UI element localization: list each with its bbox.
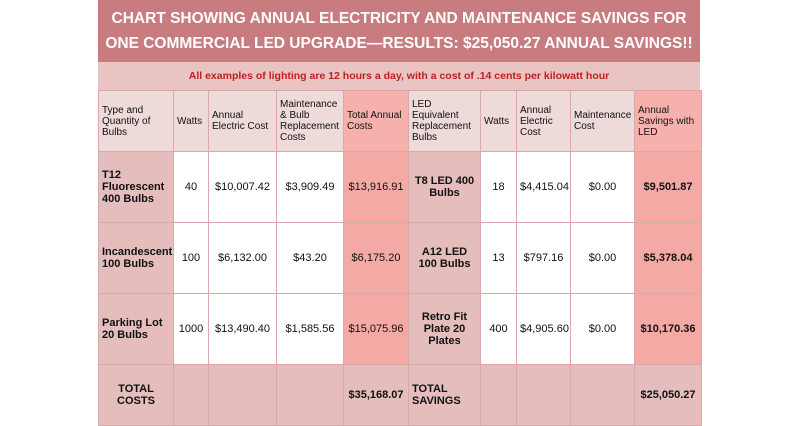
led-equivalent: T8 LED 400 Bulbs	[408, 151, 481, 223]
bulb-type: T12 Fluorescent 400 Bulbs	[98, 151, 174, 223]
empty-cell	[480, 364, 517, 426]
led-annual-cell: $797.16	[516, 222, 571, 294]
led-watts-cell: 13	[480, 222, 517, 294]
chart-title: CHART SHOWING ANNUAL ELECTRICITY AND MAI…	[98, 0, 700, 62]
assumption-note: All examples of lighting are 12 hours a …	[98, 62, 700, 90]
annual-cost-cell: $10,007.42	[208, 151, 277, 223]
empty-cell	[570, 364, 635, 426]
total-savings-value: $25,050.27	[634, 364, 702, 426]
header-savings: Annual Savings with LED	[634, 90, 702, 152]
header-row: Type and Quantity of Bulbs Watts Annual …	[98, 90, 702, 152]
chart-title-line1: CHART SHOWING ANNUAL ELECTRICITY AND MAI…	[111, 10, 687, 27]
led-maintenance-cell: $0.00	[570, 222, 635, 294]
header-led-watts: Watts	[480, 90, 517, 152]
led-maintenance-cell: $0.00	[570, 151, 635, 223]
empty-cell	[516, 364, 571, 426]
annual-cost-cell: $13,490.40	[208, 293, 277, 365]
totals-row: TOTAL COSTS $35,168.07 TOTAL SAVINGS $25…	[98, 364, 702, 426]
led-annual-cell: $4,415.04	[516, 151, 571, 223]
watts-cell: 40	[173, 151, 209, 223]
led-watts-cell: 18	[480, 151, 517, 223]
watts-cell: 100	[173, 222, 209, 294]
empty-cell	[208, 364, 277, 426]
annual-cost-cell: $6,132.00	[208, 222, 277, 294]
header-total-annual: Total Annual Costs	[343, 90, 409, 152]
led-equivalent: A12 LED 100 Bulbs	[408, 222, 481, 294]
table-row: Incandescent 100 Bulbs 100 $6,132.00 $43…	[98, 222, 702, 294]
header-watts: Watts	[173, 90, 209, 152]
savings-cell: $10,170.36	[634, 293, 702, 365]
led-annual-cell: $4,905.60	[516, 293, 571, 365]
chart-title-line2: ONE COMMERCIAL LED UPGRADE—RESULTS: $25,…	[105, 35, 693, 52]
empty-cell	[173, 364, 209, 426]
savings-cell: $5,378.04	[634, 222, 702, 294]
maintenance-cell: $1,585.56	[276, 293, 344, 365]
header-led-equivalent: LED Equivalent Replacement Bulbs	[408, 90, 481, 152]
led-watts-cell: 400	[480, 293, 517, 365]
table-row: Parking Lot 20 Bulbs 1000 $13,490.40 $1,…	[98, 293, 702, 365]
savings-chart: CHART SHOWING ANNUAL ELECTRICITY AND MAI…	[98, 0, 702, 426]
watts-cell: 1000	[173, 293, 209, 365]
maintenance-cell: $43.20	[276, 222, 344, 294]
header-maintenance: Maintenance & Bulb Replacement Costs	[276, 90, 344, 152]
total-annual-cell: $13,916.91	[343, 151, 409, 223]
total-annual-cell: $15,075.96	[343, 293, 409, 365]
total-savings-label: TOTAL SAVINGS	[408, 364, 481, 426]
bulb-type: Incandescent 100 Bulbs	[98, 222, 174, 294]
header-type: Type and Quantity of Bulbs	[98, 90, 174, 152]
empty-cell	[276, 364, 344, 426]
total-costs-label: TOTAL COSTS	[98, 364, 174, 426]
header-annual-cost: Annual Electric Cost	[208, 90, 277, 152]
led-maintenance-cell: $0.00	[570, 293, 635, 365]
savings-cell: $9,501.87	[634, 151, 702, 223]
total-annual-cell: $6,175.20	[343, 222, 409, 294]
table-row: T12 Fluorescent 400 Bulbs 40 $10,007.42 …	[98, 151, 702, 223]
bulb-type: Parking Lot 20 Bulbs	[98, 293, 174, 365]
header-led-annual-cost: Annual Electric Cost	[516, 90, 571, 152]
header-led-maintenance: Maintenance Cost	[570, 90, 635, 152]
led-equivalent: Retro Fit Plate 20 Plates	[408, 293, 481, 365]
savings-table: Type and Quantity of Bulbs Watts Annual …	[98, 90, 702, 426]
total-costs-value: $35,168.07	[343, 364, 409, 426]
maintenance-cell: $3,909.49	[276, 151, 344, 223]
